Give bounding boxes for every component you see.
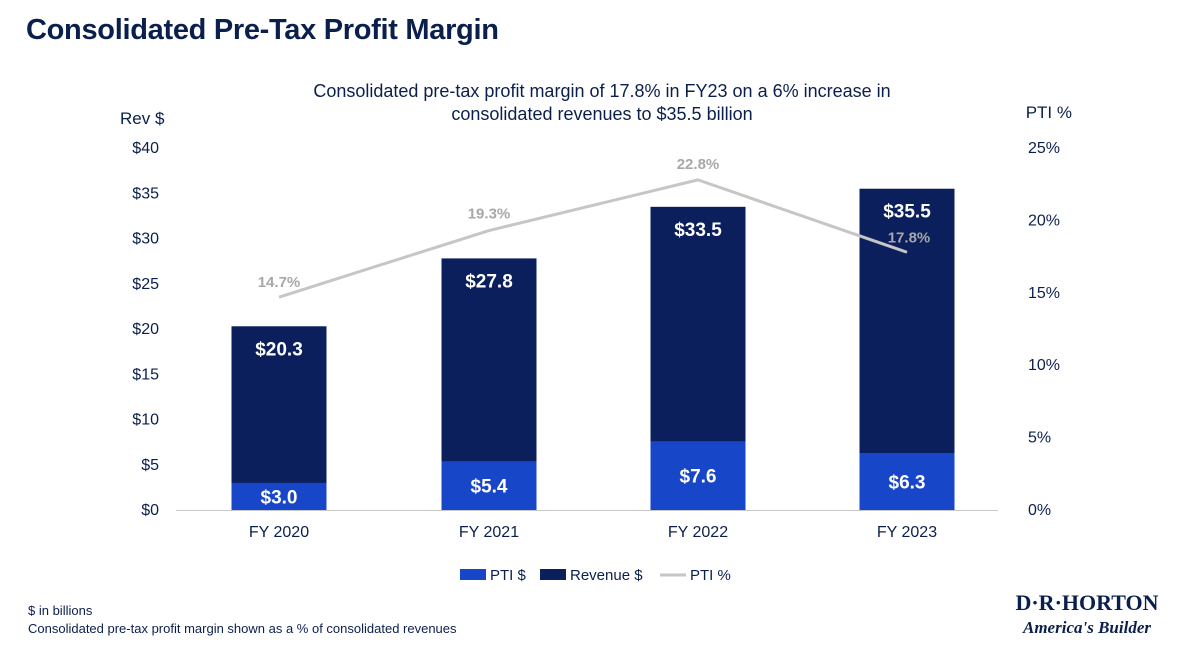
pti-bar bbox=[231, 482, 327, 510]
y-tick-left: $25 bbox=[132, 276, 159, 293]
y-tick-left: $35 bbox=[132, 185, 159, 202]
footnote-definition: Consolidated pre-tax profit margin shown… bbox=[28, 621, 457, 636]
revenue-bar bbox=[231, 326, 327, 510]
pti-bar-label: $3.0 bbox=[261, 487, 298, 508]
y-tick-right: 15% bbox=[1028, 285, 1060, 302]
chart-subtitle-line-2: consolidated revenues to $35.5 billion bbox=[451, 104, 753, 124]
pti-pct-label: 17.8% bbox=[888, 229, 931, 246]
y-tick-left: $10 bbox=[132, 412, 159, 429]
revenue-bar-label: $20.3 bbox=[255, 339, 303, 360]
y-tick-right: 5% bbox=[1028, 430, 1051, 447]
pti-bar-label: $5.4 bbox=[471, 477, 508, 498]
logo-wordmark: D·R·HORTON bbox=[1015, 590, 1158, 615]
pti-pct-label: 22.8% bbox=[677, 156, 720, 173]
pti-pct-line bbox=[278, 178, 908, 299]
y-tick-left: $15 bbox=[132, 366, 159, 383]
y-tick-left: $30 bbox=[132, 231, 159, 248]
footnote-units: $ in billions bbox=[28, 603, 93, 618]
y-tick-right: 0% bbox=[1028, 502, 1051, 519]
dr-horton-logo: D·R·HORTON America's Builder bbox=[1015, 590, 1158, 637]
revenue-bar-label: $27.8 bbox=[465, 271, 513, 292]
revenue-bar-label: $35.5 bbox=[883, 202, 931, 223]
y-tick-right: 20% bbox=[1028, 212, 1060, 229]
logo-tagline: America's Builder bbox=[1022, 618, 1151, 637]
pti-bar-label: $6.3 bbox=[889, 472, 926, 493]
y-tick-right: 10% bbox=[1028, 357, 1060, 374]
pti-bar-label: $7.6 bbox=[680, 467, 717, 488]
pti-bar bbox=[441, 461, 537, 510]
legend-swatch-revenue bbox=[540, 569, 566, 580]
x-tick-label: FY 2023 bbox=[877, 524, 937, 541]
pti-pct-label: 14.7% bbox=[258, 274, 301, 291]
y-tick-left: $0 bbox=[141, 502, 159, 519]
x-tick-label: FY 2020 bbox=[249, 524, 309, 541]
y-tick-left: $40 bbox=[132, 140, 159, 157]
legend-swatch-pti bbox=[460, 569, 486, 580]
y-tick-left: $5 bbox=[141, 457, 159, 474]
pti-bar bbox=[650, 441, 746, 510]
legend-label-revenue: Revenue $ bbox=[570, 567, 643, 584]
x-tick-label: FY 2022 bbox=[668, 524, 728, 541]
y-axis-right-title: PTI % bbox=[1026, 103, 1072, 122]
page-title: Consolidated Pre-Tax Profit Margin bbox=[26, 14, 499, 46]
legend-label-pti-pct: PTI % bbox=[690, 567, 731, 584]
y-axis-left-title: Rev $ bbox=[120, 109, 165, 128]
revenue-bar-label: $33.5 bbox=[674, 220, 722, 241]
chart-subtitle-line-1: Consolidated pre-tax profit margin of 17… bbox=[313, 81, 891, 101]
y-tick-left: $20 bbox=[132, 321, 159, 338]
y-tick-right: 25% bbox=[1028, 140, 1060, 157]
pti-bar bbox=[859, 452, 955, 510]
legend-label-pti: PTI $ bbox=[490, 567, 527, 584]
chart-subtitle: Consolidated pre-tax profit margin of 17… bbox=[240, 80, 964, 126]
x-tick-label: FY 2021 bbox=[459, 524, 519, 541]
pti-pct-label: 19.3% bbox=[468, 206, 511, 223]
pti-margin-chart: Rev $ PTI % $0 $5 $10 $15 $20 $25 $30 $35 $40 0% 5% 1… bbox=[120, 103, 1072, 584]
